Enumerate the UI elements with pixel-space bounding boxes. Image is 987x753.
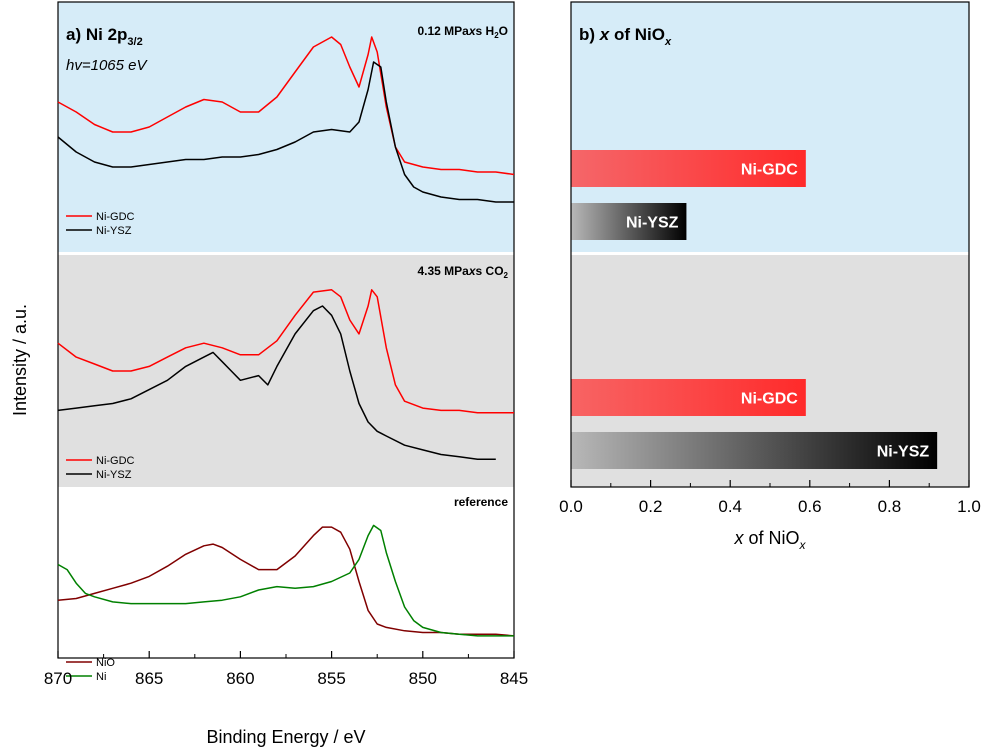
legend-mid-ysz-label: Ni-YSZ xyxy=(96,469,132,481)
panel-b-bars: Ni-GDC Ni-YSZ Ni-GDC Ni-YSZ xyxy=(571,150,938,469)
panel-a-xlabel: Binding Energy / eV xyxy=(206,727,365,747)
curves-mid xyxy=(57,289,514,460)
condition-mid: 4.35 MPaxs CO2 xyxy=(417,264,508,280)
curves-top xyxy=(57,36,515,203)
panel-a-title: a) Ni 2p3/2 xyxy=(66,25,143,48)
legend-top-gdc-label: Ni-GDC xyxy=(96,211,135,223)
curve-nio-2 xyxy=(57,526,515,637)
x-tick-label-a: 870 xyxy=(44,669,72,688)
curve-ni-2 xyxy=(57,524,514,637)
bar-label: Ni-YSZ xyxy=(877,444,930,461)
panel-a-top-bg xyxy=(58,2,514,252)
panel-a-label: a) xyxy=(66,25,81,44)
bar-ni-gdc-h2o xyxy=(571,150,806,187)
curves-bot xyxy=(57,524,515,637)
x-tick-label-a: 850 xyxy=(409,669,437,688)
x-tick-label-a: 845 xyxy=(500,669,528,688)
curve-ni-gdc-1 xyxy=(57,289,514,414)
legend-top: Ni-GDC Ni-YSZ xyxy=(66,211,135,237)
x-tick-label-b: 0.6 xyxy=(798,497,822,516)
panel-a-x-axis: 870 865 860 855 850 845 xyxy=(44,651,528,688)
panel-b-x-axis: 0.0 0.2 0.4 0.6 0.8 1.0 xyxy=(559,480,981,516)
panel-b: Ni-GDC Ni-YSZ Ni-GDC Ni-YSZ b) x of NiOx 0.… xyxy=(559,1,981,552)
panel-b-label: b) xyxy=(579,25,595,44)
panel-a-bottom-bg xyxy=(58,488,514,658)
x-tick-label-b: 0.0 xyxy=(559,497,583,516)
bar-ni-ysz-h2o xyxy=(571,203,687,240)
condition-top: 0.12 MPaxs H2O xyxy=(417,24,508,40)
panel-a-title-sub: 3/2 xyxy=(127,36,142,48)
curve-ni-gdc-0 xyxy=(57,36,515,176)
curve-ni-ysz-1 xyxy=(57,305,496,460)
legend-mid-gdc-label: Ni-GDC xyxy=(96,455,135,467)
legend-top-ysz-label: Ni-YSZ xyxy=(96,225,132,237)
panel-a: a) Ni 2p3/2 hv=1065 eV 0.12 MPaxs H2O 4.… xyxy=(10,1,528,747)
photon-energy: hv=1065 eV xyxy=(66,57,148,74)
x-tick-label-b: 0.4 xyxy=(718,497,742,516)
x-tick-label-b: 0.8 xyxy=(878,497,902,516)
x-tick-label-a: 855 xyxy=(317,669,345,688)
bar-label: Ni-GDC xyxy=(741,162,798,179)
bar-label: Ni-GDC xyxy=(741,391,798,408)
bar-ni-gdc-co2 xyxy=(571,379,806,416)
condition-bottom: reference xyxy=(454,495,508,509)
legend-bottom-ni-label: Ni xyxy=(96,671,106,683)
curve-ni-ysz-0 xyxy=(57,61,514,203)
x-tick-label-b: 0.2 xyxy=(639,497,663,516)
panel-b-title: b) x of NiOx xyxy=(579,25,672,48)
panel-b-xlabel: x of NiOx xyxy=(733,528,806,552)
legend-bottom-nio-label: NiO xyxy=(96,657,115,669)
panel-a-title-main: Ni 2p xyxy=(86,25,128,44)
legend-mid: Ni-GDC Ni-YSZ xyxy=(66,455,135,481)
x-tick-label-a: 865 xyxy=(135,669,163,688)
legend-bottom: NiO Ni xyxy=(66,657,115,683)
x-tick-label-a: 860 xyxy=(226,669,254,688)
bar-ni-ysz-co2 xyxy=(571,432,938,469)
x-tick-label-b: 1.0 xyxy=(957,497,981,516)
panel-a-ylabel: Intensity / a.u. xyxy=(10,304,30,416)
bar-label: Ni-YSZ xyxy=(626,215,679,232)
